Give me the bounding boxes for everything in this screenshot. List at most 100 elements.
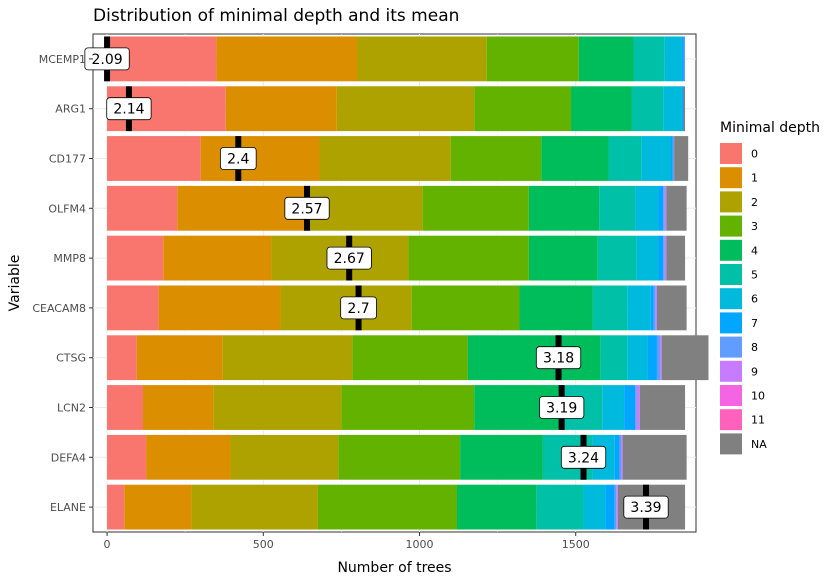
bar-segment [107, 335, 137, 381]
bar-segment [641, 136, 672, 181]
mean-label: 2.57 [291, 201, 322, 217]
bar-segment [664, 235, 667, 281]
bar-segment [107, 434, 147, 480]
bar-segment [107, 285, 159, 331]
legend-label: NA [751, 438, 767, 451]
bar-segment [683, 86, 686, 132]
bar-segment [639, 385, 686, 430]
bar-segment [666, 235, 686, 281]
legend-label: 3 [751, 220, 758, 233]
legend-label: 1 [751, 172, 758, 185]
mean-label-box [535, 346, 582, 370]
legend: Minimal depth 0 1 2 3 4 5 6 7 8 9 10 11 NA [720, 120, 820, 455]
bar-segment [230, 434, 339, 480]
legend-title: Minimal depth [720, 120, 820, 136]
legend-label: 11 [751, 414, 765, 427]
stacked-bars [107, 36, 709, 530]
bar-segment [474, 86, 572, 132]
legend-label: 6 [751, 293, 758, 306]
chart-title: Distribution of minimal depth and its me… [93, 6, 459, 26]
bar-segment [655, 285, 657, 331]
bar-segment [614, 434, 620, 480]
bar-segment [681, 36, 684, 82]
bar-segment [664, 36, 682, 82]
bar-segment [124, 484, 192, 530]
bar-segment [635, 185, 659, 231]
bar-segment [352, 335, 468, 381]
mean-label: 2.67 [334, 251, 365, 267]
mean-label: 2.4 [227, 152, 249, 168]
bar-segment [666, 185, 687, 231]
bar-segment [633, 36, 665, 82]
mean-label-box [560, 445, 607, 469]
bar-segment [664, 185, 667, 231]
bar-segment [616, 484, 618, 530]
legend-label: 2 [751, 196, 758, 209]
bar-segment [578, 36, 634, 82]
bar-segment [107, 235, 164, 281]
mean-label: 2.7 [347, 301, 369, 317]
bar-segment [222, 335, 353, 381]
y-tick-label: DEFA4 [51, 451, 86, 464]
x-tick-label: 1500 [562, 538, 590, 551]
bar-segment [624, 385, 636, 430]
bar-segment [338, 434, 461, 480]
legend-swatch [720, 433, 742, 455]
bar-segment [619, 434, 622, 480]
y-tick-label: ELANE [50, 501, 86, 514]
mean-markers: 2.09 2.14 2.4 2.57 2.67 2.7 3.18 3.19 3.24 3.39 [84, 36, 669, 530]
bar-segment [656, 285, 687, 331]
y-tick-label: MMP8 [53, 252, 86, 265]
bar-segment [536, 484, 584, 530]
bar-segment [107, 484, 125, 530]
legend-swatch [720, 409, 742, 431]
y-tick-label: CD177 [49, 153, 86, 166]
bar-segment [486, 36, 579, 82]
y-axis: MCEMP1 ARG1 CD177 OLFM4 MMP8 CEACAM8 CTSG LCN2 D… [32, 53, 93, 514]
y-tick-label: MCEMP1 [39, 53, 86, 66]
x-axis-title: Number of trees [337, 560, 451, 576]
legend-swatch [720, 288, 742, 310]
bar-segment [107, 185, 178, 231]
bar-segment [631, 86, 664, 132]
legend-swatch [720, 264, 742, 285]
bar-segment [608, 136, 642, 181]
bar-segment [136, 335, 223, 381]
mean-label: 3.18 [543, 351, 574, 367]
mean-label-box [340, 296, 377, 320]
bar-segment [411, 285, 520, 331]
bar-segment [621, 434, 623, 480]
bar-segment [653, 285, 656, 331]
bar-segment [599, 185, 636, 231]
bar-segment [681, 86, 684, 132]
bar-segment [317, 484, 457, 530]
bar-segment [357, 36, 487, 82]
legend-label: 10 [751, 390, 765, 403]
bar-segment [663, 86, 682, 132]
bar-segment [541, 136, 609, 181]
y-tick-label: ARG1 [55, 103, 86, 116]
bar-segment [456, 484, 537, 530]
bar-segment [597, 235, 637, 281]
mean-label-box [219, 147, 257, 170]
mean-label-box [326, 246, 372, 270]
bar-segment [225, 86, 337, 132]
bar-segment [592, 285, 628, 331]
legend-label: 8 [751, 341, 758, 354]
y-tick-label: CTSG [56, 352, 86, 365]
bar-segment [658, 185, 664, 231]
mean-label: 2.14 [113, 102, 144, 118]
bar-segment [107, 136, 201, 181]
bar-segment [142, 385, 214, 430]
legend-swatch [720, 167, 742, 189]
legend-label: 4 [751, 244, 758, 257]
bar-segment [627, 335, 648, 381]
bar-segment [636, 385, 640, 430]
bar-segment [605, 484, 615, 530]
bar-segment [341, 385, 475, 430]
bar-segment [200, 136, 320, 181]
bar-segment [460, 434, 543, 480]
x-tick-label: 0 [104, 538, 111, 551]
bar-segment [213, 385, 342, 430]
